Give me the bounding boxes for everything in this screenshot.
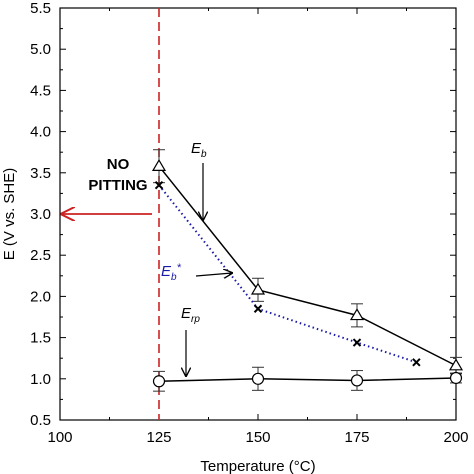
x-mark-stroke — [352, 338, 362, 347]
data-point-ebstar — [253, 304, 263, 313]
series-line-erp — [158, 377, 457, 383]
data-point-ebstar — [352, 338, 362, 347]
no-pitting-label-line2: PITTING — [88, 177, 147, 194]
data-point-ebstar — [154, 180, 164, 190]
x-axis-title: Temperature (°C) — [200, 458, 315, 474]
x-tick-label: 100 — [47, 429, 72, 446]
x-mark-stroke — [412, 358, 421, 367]
erp-label: Erp — [181, 305, 200, 325]
y-tick-label: 5.5 — [30, 0, 51, 17]
data-point-erp — [449, 371, 463, 385]
y-tick-label: 3.5 — [30, 165, 51, 182]
x-tick-label: 125 — [146, 429, 171, 446]
data-point-eb — [250, 282, 266, 295]
y-tick-label: 3.0 — [30, 206, 51, 223]
x-mark-stroke — [154, 180, 164, 190]
y-tick-label: 1.5 — [30, 330, 51, 347]
x-mark-stroke — [253, 304, 263, 313]
y-tick-label: 5.0 — [30, 41, 51, 58]
ebstar-label: Eb* — [161, 262, 182, 283]
data-point-erp — [251, 372, 265, 385]
y-tick-label: 4.5 — [30, 82, 51, 99]
data-point-eb — [151, 159, 167, 172]
x-tick-label: 200 — [443, 429, 468, 446]
no-pitting-label-line1: NO — [107, 156, 130, 173]
data-point-eb — [448, 358, 464, 371]
series-erp — [152, 366, 463, 392]
data-point-eb — [349, 308, 365, 321]
data-point-ebstar — [412, 358, 421, 367]
data-point-erp — [350, 374, 364, 387]
y-tick-labels: 0.5 1.0 1.5 2.0 2.5 3.0 3.5 4.0 4.5 5.0 5.5 — [30, 0, 51, 429]
y-tick-label: 0.5 — [30, 412, 51, 429]
x-tick-label: 150 — [245, 429, 270, 446]
axis-ticks — [59, 7, 457, 421]
series-ebstar — [154, 180, 421, 367]
data-point-erp — [152, 375, 166, 388]
series-line-eb — [158, 165, 457, 367]
series-line-ebstar — [158, 184, 417, 364]
x-tick-label: 175 — [344, 429, 369, 446]
ebstar-pointer-arrow — [195, 273, 232, 276]
y-axis-title: E (V vs. SHE) — [1, 168, 18, 261]
y-tick-label: 2.5 — [30, 247, 51, 264]
x-tick-labels: 100 125 150 175 200 — [47, 429, 468, 446]
y-tick-label: 2.0 — [30, 288, 51, 305]
y-tick-label: 4.0 — [30, 124, 51, 141]
series-layer — [151, 149, 464, 392]
series-eb — [151, 149, 464, 375]
eb-label: Eb — [191, 140, 207, 160]
y-tick-label: 1.0 — [30, 371, 51, 388]
